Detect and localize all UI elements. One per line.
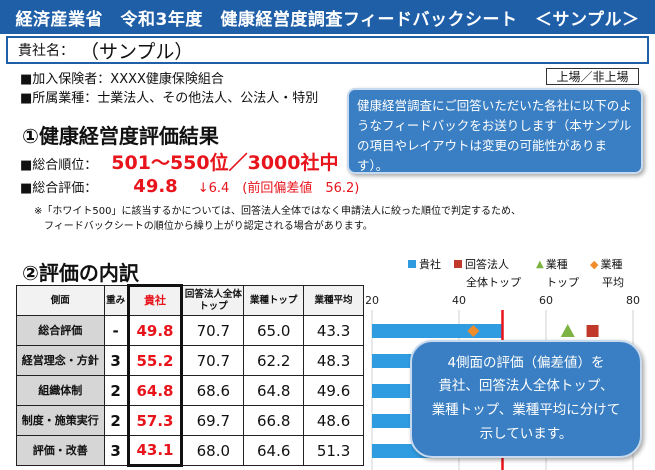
legend-label: 回答法人 [465,258,509,271]
x-tick-label: 80 [626,294,640,307]
row-industry-top: 64.6 [243,435,305,466]
row-aspect: 評価・改善 [16,435,105,466]
table-row: 制度・施策実行 2 57.3 69.7 66.8 48.6 [16,405,364,436]
table-header-row: 側面 重み 貴社 回答法人全体トップ 業種トップ 業種平均 [16,284,364,316]
evaluation-breakdown-table: 側面 重み 貴社 回答法人全体トップ 業種トップ 業種平均 総合評価 - 49.… [16,284,364,467]
rank-value: 501～550位／3000社中 [111,152,339,174]
legend-label: 業種 [545,258,568,271]
row-industry-average: 48.6 [303,405,364,436]
row-own-score: 64.8 [126,375,184,406]
row-industry-average: 49.6 [303,375,364,406]
industry-info: ■所属業種：士業法人、その他法人、公法人・特別 [20,91,319,106]
industry-average-marker [467,325,480,337]
feedback-callout-text: 健康経営調査にご回答いただいた各社に以下のようなフィードバックをお送りします（本… [357,98,632,173]
section-breakdown-title: ②評価の内訳 [22,261,139,285]
rank-label: ■総合順位： [20,158,98,173]
note-line-2: フィードバックシートの順位から繰り上がり認定される場合があります。 [44,221,373,232]
chart-legend: 貴社 回答法人 ▲ 業種 ◆ 業種 全体トップ トップ 平均 [408,256,648,290]
company-label: 貴社名： [18,43,74,59]
legend-industry-average: ◆ 業種 [590,256,622,272]
row-aspect: 組織体制 [16,375,105,406]
table-row: 経営理念・方針 3 55.2 70.7 62.2 48.3 [16,345,364,376]
evaluation-delta: ↓6.4 (前回偏差値 56.2) [197,181,360,196]
legend-all-top: 回答法人 [454,256,509,272]
row-own-score: 55.2 [126,345,184,376]
row-aspect: 総合評価 [16,315,105,346]
x-tick-label: 60 [539,294,553,307]
legend-sub-label: トップ [546,276,579,289]
header-industry-top: 業種トップ [243,285,305,316]
legend-diamond-icon: ◆ [590,257,599,271]
row-industry-top: 66.8 [243,405,305,436]
legend-square-icon [454,260,462,268]
own-score-bar [372,324,502,338]
all-top-marker [586,325,599,337]
row-industry-average: 48.3 [303,345,364,376]
chart-callout-line: 示しています。 [479,425,573,442]
chart-callout-line: 業種トップ、業種平均に分けて [431,402,621,418]
evaluation-label: ■総合評価： [20,181,98,196]
row-industry-average: 51.3 [303,435,364,466]
row-all-top: 69.7 [181,405,245,436]
header-own-company: 貴社 [126,284,184,316]
legend-sub-label: 全体トップ [466,276,521,289]
chart-callout-line: 貴社、回答法人全体トップ、 [438,378,614,395]
legend-bar-swatch-icon [408,260,416,268]
row-industry-top: 62.2 [243,345,305,376]
legend-sub-label: 平均 [602,276,624,289]
header-industry-average: 業種平均 [303,285,364,316]
table-row: 組織体制 2 64.8 68.6 64.8 49.6 [16,375,364,406]
row-weight: - [103,315,129,346]
table-row: 総合評価 - 49.8 70.7 65.0 43.3 [16,315,364,346]
industry-top-marker [560,324,575,337]
chart-callout: 4側面の評価（偏差値）を 貴社、回答法人全体トップ、 業種トップ、業種平均に分け… [410,340,642,458]
x-tick-label: 20 [366,294,379,307]
row-all-top: 70.7 [181,315,245,346]
listing-status-badge: 上場／非上場 [546,68,639,85]
feedback-callout: 健康経営調査にご回答いただいた各社に以下のようなフィードバックをお送りします（本… [347,88,643,174]
row-industry-top: 64.8 [243,375,305,406]
row-own-score: 49.8 [126,315,184,346]
header-weight: 重み [103,285,129,316]
row-weight: 3 [103,435,129,466]
row-industry-top: 65.0 [243,315,305,346]
row-all-top: 68.6 [181,375,245,406]
row-weight: 3 [103,345,129,376]
overall-rank: ■総合順位： 501～550位／3000社中 [20,148,339,175]
evaluation-score: 49.8 [133,176,178,197]
chart-callout-line: 4側面の評価（偏差値）を [447,354,605,371]
row-weight: 2 [103,375,129,406]
legend-label: 業種 [600,258,623,271]
row-own-score: 43.1 [126,435,184,467]
legend-label: 貴社 [419,258,441,271]
x-tick-label: 40 [452,294,466,307]
legend-own-company: 貴社 [408,256,441,272]
row-weight: 2 [103,405,129,436]
row-industry-average: 43.3 [303,315,364,346]
table-row: 評価・改善 3 43.1 68.0 64.6 51.3 [16,435,364,467]
company-name-box: 貴社名： （サンプル） [6,36,649,64]
company-value: （サンプル） [80,40,194,63]
insurer-info: ■加入保険者：XXXX健康保険組合 [20,72,224,87]
legend-industry-top: ▲ 業種 [536,256,568,272]
row-all-top: 70.7 [181,345,245,376]
header-aspect: 側面 [16,285,105,316]
note-line-1: ※「ホワイト500」に該当するかについては、回答法人全体ではなく申請法人に絞った… [34,206,521,217]
row-aspect: 制度・施策実行 [16,405,105,436]
header-all-top: 回答法人全体トップ [181,285,245,316]
row-own-score: 57.3 [126,405,184,436]
section-evaluation-title: ①健康経営度評価結果 [22,124,219,148]
row-all-top: 68.0 [181,435,245,466]
overall-evaluation: ■総合評価： 49.8 ↓6.4 (前回偏差値 56.2) [20,176,359,197]
row-aspect: 経営理念・方針 [16,345,105,376]
page-title: 経済産業省 令和3年度 健康経営度調査フィードバックシート ＜サンプル＞ [0,0,655,34]
legend-triangle-icon: ▲ [536,258,544,270]
